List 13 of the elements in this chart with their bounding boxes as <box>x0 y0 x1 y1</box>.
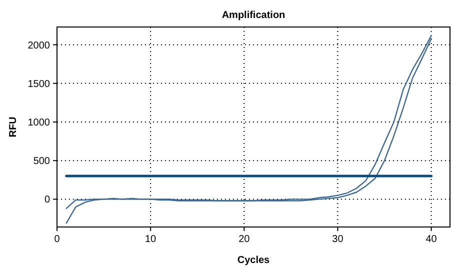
x-axis-title: Cycles <box>237 255 270 266</box>
y-axis-title: RFU <box>8 116 19 138</box>
x-tick-label: 0 <box>54 234 60 245</box>
y-tick-label: 1000 <box>28 117 50 128</box>
y-tick-label: 500 <box>33 156 50 168</box>
x-tick-label: 20 <box>238 234 250 245</box>
y-tick-label: 0 <box>44 194 50 206</box>
chart-title: Amplification <box>222 10 286 21</box>
y-tick-label: 1500 <box>28 78 50 90</box>
y-tick-label: 2000 <box>28 40 50 52</box>
x-tick-label: 10 <box>145 234 157 245</box>
x-tick-label: 40 <box>426 234 438 245</box>
x-tick-label: 30 <box>332 234 344 245</box>
